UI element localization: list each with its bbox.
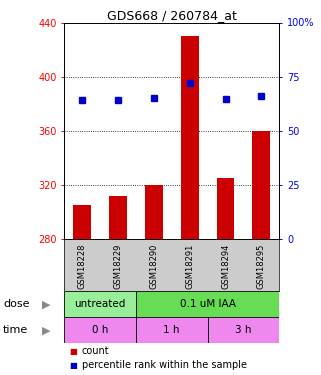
Text: 1 h: 1 h xyxy=(163,326,180,336)
Text: GSM18228: GSM18228 xyxy=(78,243,87,289)
Bar xyxy=(208,318,279,344)
Text: ■: ■ xyxy=(69,361,77,370)
Bar xyxy=(136,318,208,344)
Text: ■: ■ xyxy=(69,347,77,356)
Text: dose: dose xyxy=(3,300,30,309)
Text: percentile rank within the sample: percentile rank within the sample xyxy=(82,360,247,370)
Bar xyxy=(136,291,279,318)
Text: count: count xyxy=(82,346,109,356)
Text: GSM18229: GSM18229 xyxy=(113,243,123,288)
Bar xyxy=(109,196,127,239)
Text: GSM18291: GSM18291 xyxy=(185,243,194,288)
Text: ▶: ▶ xyxy=(42,300,51,309)
Text: GSM18295: GSM18295 xyxy=(257,243,266,288)
Bar xyxy=(181,36,199,239)
Text: 0.1 uM IAA: 0.1 uM IAA xyxy=(179,300,236,309)
Text: time: time xyxy=(3,326,29,336)
Text: GSM18290: GSM18290 xyxy=(149,243,158,288)
Bar xyxy=(145,185,163,239)
Text: GSM18294: GSM18294 xyxy=(221,243,230,288)
Bar xyxy=(217,178,234,239)
Bar xyxy=(64,318,136,344)
Text: untreated: untreated xyxy=(74,300,126,309)
Title: GDS668 / 260784_at: GDS668 / 260784_at xyxy=(107,9,237,22)
Bar xyxy=(73,205,91,239)
Bar xyxy=(64,291,136,318)
Text: 3 h: 3 h xyxy=(235,326,252,336)
Text: 0 h: 0 h xyxy=(92,326,108,336)
Bar xyxy=(252,131,270,239)
Text: ▶: ▶ xyxy=(42,326,51,336)
